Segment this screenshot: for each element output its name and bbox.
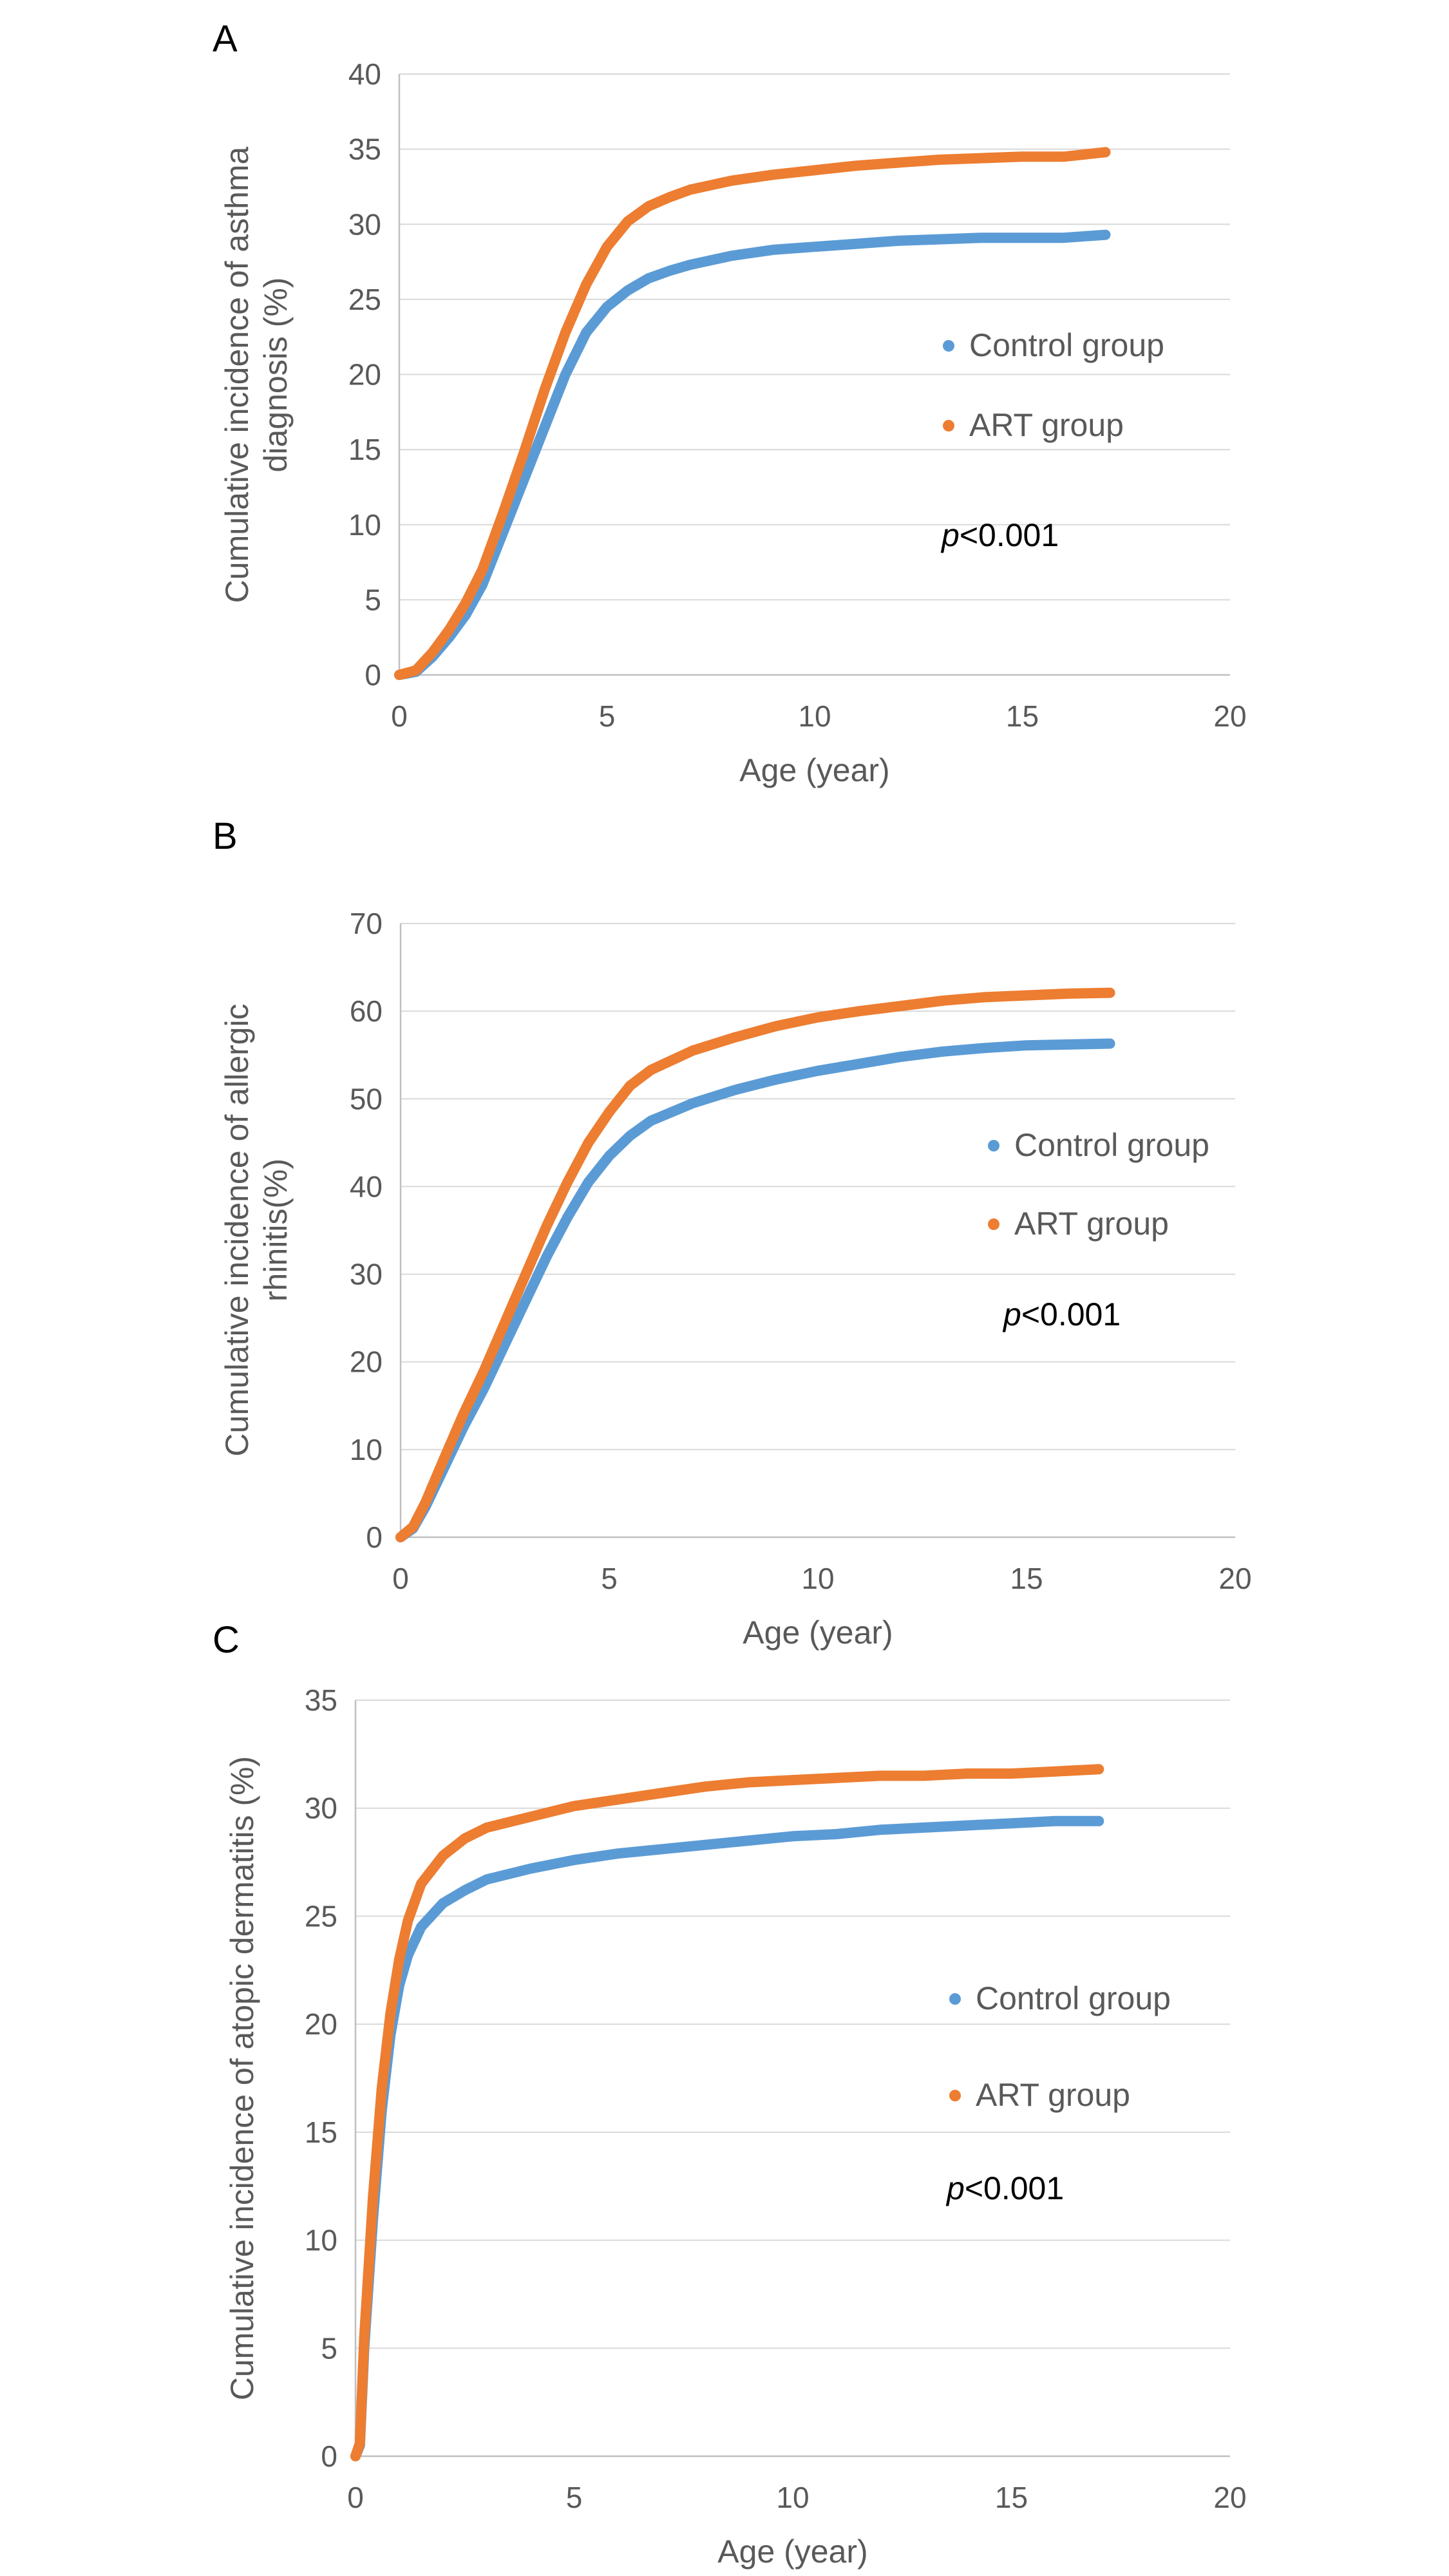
x-tick-label: 0: [392, 1562, 409, 1595]
p-value-annotation: p<0.001: [1002, 1296, 1121, 1332]
y-tick-label: 5: [321, 2331, 337, 2365]
legend-label: ART group: [969, 407, 1124, 443]
chart-panel-c: C 0 5 10 15 20 25 30 35 0 5 10 15 20 Age (year) Cumulat…: [213, 1619, 1247, 2570]
legend-marker: [988, 1140, 999, 1151]
y-tick-label: 0: [365, 658, 381, 692]
legend-label: ART group: [976, 2077, 1130, 2113]
chart-panel-b: B 0 10 20 30 40 50 60 70 0 5 10 15 20 Age (year) Cumula…: [213, 815, 1252, 1651]
y-tick-label: 20: [348, 358, 381, 392]
legend-marker: [949, 2090, 961, 2101]
y-tick-label: 0: [321, 2439, 337, 2473]
x-axis-title: Age (year): [743, 1615, 893, 1651]
y-axis-title-line: Cumulative incidence of atopic dermatiti…: [224, 1756, 260, 2400]
series-line-control-group: [395, 1038, 1115, 1542]
y-tick-label: 40: [350, 1170, 383, 1203]
series-line-control-group: [394, 229, 1111, 680]
y-tick-label: 20: [350, 1345, 383, 1379]
x-tick-label: 20: [1213, 2481, 1246, 2514]
x-tick-label: 5: [566, 2481, 583, 2514]
y-axis-title-line: rhinitis(%): [258, 1159, 294, 1302]
panel-letter: A: [213, 18, 238, 60]
y-tick-label: 15: [348, 433, 381, 466]
p-value-text: <0.001: [965, 2170, 1064, 2206]
legend-label: Control group: [969, 327, 1164, 363]
y-axis-title: Cumulative incidence of asthmadiagnosis …: [219, 146, 294, 603]
legend-label: ART group: [1014, 1206, 1169, 1242]
panel-letter: C: [213, 1619, 240, 1661]
x-tick-label: 0: [391, 699, 408, 733]
x-tick-label: 20: [1213, 699, 1246, 733]
y-tick-label: 40: [348, 57, 381, 91]
y-axis-title: Cumulative incidence of atopic dermatiti…: [224, 1756, 260, 2400]
x-tick-label: 0: [347, 2481, 364, 2514]
legend: Control group ART group: [943, 327, 1164, 443]
y-tick-label: 10: [350, 1433, 383, 1466]
y-axis-title-line: diagnosis (%): [258, 278, 294, 473]
legend: Control group ART group: [988, 1127, 1209, 1242]
legend-label: Control group: [976, 1980, 1171, 2016]
y-tick-label: 20: [305, 2007, 337, 2041]
x-tick-label: 10: [801, 1562, 834, 1595]
y-tick-label: 35: [305, 1683, 337, 1717]
y-tick-label: 70: [350, 907, 383, 940]
legend-label: Control group: [1014, 1127, 1209, 1163]
x-tick-label: 10: [798, 699, 831, 733]
x-tick-label: 15: [1010, 1562, 1043, 1595]
series-line-art-group: [394, 147, 1111, 680]
y-tick-label: 60: [350, 994, 383, 1028]
x-axis-title: Age (year): [739, 752, 889, 788]
legend-marker: [943, 420, 954, 431]
legend-marker: [949, 1993, 961, 2005]
x-tick-label: 20: [1218, 1562, 1251, 1595]
p-value-annotation: p<0.001: [940, 517, 1059, 553]
x-axis-title: Age (year): [717, 2533, 867, 2570]
y-tick-label: 10: [305, 2224, 337, 2257]
series-line-art-group: [350, 1764, 1104, 2461]
y-tick-label: 0: [366, 1520, 383, 1554]
y-tick-label: 5: [365, 583, 381, 616]
y-axis-title-line: Cumulative incidence of asthma: [219, 146, 255, 603]
p-value-symbol: p: [945, 2170, 965, 2206]
y-tick-label: 25: [348, 283, 381, 316]
series-line-art-group: [395, 987, 1115, 1542]
y-tick-label: 50: [350, 1082, 383, 1115]
panel-letter: B: [213, 815, 238, 857]
y-tick-label: 30: [305, 1792, 337, 1825]
x-tick-label: 10: [776, 2481, 809, 2514]
y-tick-label: 30: [348, 207, 381, 241]
chart-panel-a: A 0 5 10 15 20 25 30 35 40 0 5 10 15 20 Age (year) Cumul…: [213, 18, 1247, 788]
y-tick-label: 30: [350, 1258, 383, 1291]
p-value-symbol: p: [940, 517, 960, 553]
y-tick-label: 10: [348, 508, 381, 542]
p-value-text: <0.001: [1021, 1296, 1121, 1332]
y-tick-label: 25: [305, 1899, 337, 1933]
y-axis-title-line: Cumulative incidence of allergic: [219, 1003, 255, 1456]
y-tick-label: 15: [305, 2116, 337, 2149]
p-value-annotation: p<0.001: [945, 2170, 1064, 2206]
x-tick-label: 5: [601, 1562, 618, 1595]
x-tick-label: 15: [1006, 699, 1039, 733]
x-tick-label: 15: [995, 2481, 1028, 2514]
x-tick-label: 5: [599, 699, 616, 733]
legend: Control group ART group: [949, 1980, 1171, 2113]
y-axis-title: Cumulative incidence of allergicrhinitis…: [219, 1003, 294, 1456]
legend-marker: [943, 340, 954, 352]
p-value-symbol: p: [1002, 1296, 1021, 1332]
legend-marker: [988, 1218, 999, 1230]
y-tick-label: 35: [348, 133, 381, 166]
p-value-text: <0.001: [960, 517, 1059, 553]
